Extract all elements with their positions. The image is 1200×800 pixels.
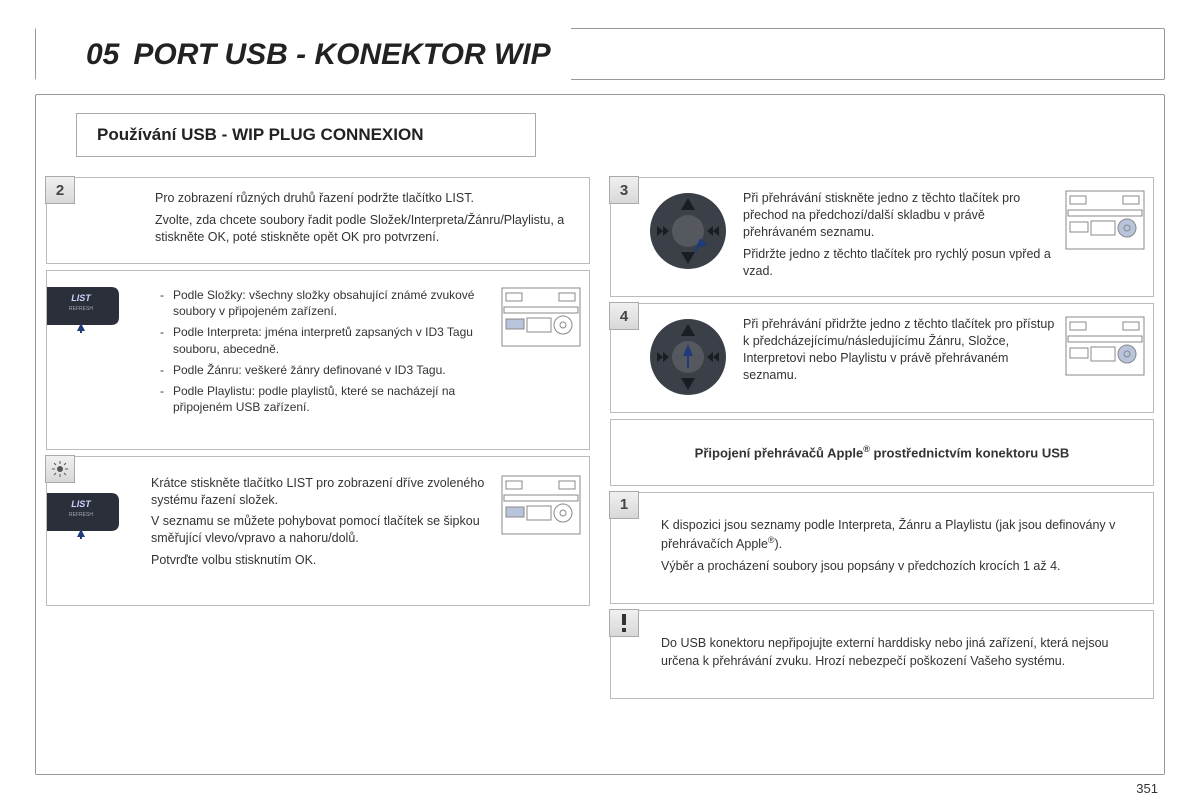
list-button-icon: LIST REFRESH [47,287,119,333]
step3-p2: Přidržte jedno z těchto tlačítek pro ryc… [743,246,1055,280]
step2-p1: Pro zobrazení různých druhů řazení podrž… [155,190,575,207]
svg-text:LIST: LIST [71,499,92,509]
warning-icon [609,609,639,637]
step-badge-1: 1 [609,491,639,519]
svg-text:REFRESH: REFRESH [69,512,93,518]
step1-p2: Výběr a procházení soubory jsou popsány … [661,558,1133,576]
step-badge-2: 2 [45,176,75,204]
tip-icon [45,455,75,483]
subtitle-box: Používání USB - WIP PLUG CONNEXION [76,113,536,157]
step2-p2: Zvolte, zda chcete soubory řadit podle S… [155,212,575,246]
subtitle-text: Používání USB - WIP PLUG CONNEXION [97,125,424,145]
warning-p1: Do USB konektoru nepřipojujte externí ha… [661,635,1133,670]
list-button-icon-2: LIST REFRESH [47,493,119,539]
tip-p1: Krátce stiskněte tlačítko LIST pro zobra… [151,475,493,509]
radio-thumb-icon-2 [501,475,581,535]
dpad-vertical-icon [647,316,729,398]
step-1-block: 1 K dispozici jsou seznamy podle Interpr… [610,492,1154,605]
warning-block: Do USB konektoru nepřipojujte externí ha… [610,610,1154,699]
columns: 2 Pro zobrazení různých druhů řazení pod… [36,177,1164,774]
bullets-block: LIST REFRESH -Podle Složky: všechny slož… [46,270,590,450]
right-column: 3 [600,177,1164,774]
radio-thumb-icon [501,287,581,347]
step1-p1: K dispozici jsou seznamy podle Interpret… [661,517,1133,554]
step-3-block: 3 [610,177,1154,297]
svg-text:REFRESH: REFRESH [69,306,93,312]
step-badge-3: 3 [609,176,639,204]
title-bar: 05 PORT USB - KONEKTOR WIP [35,28,1165,80]
apple-heading: Připojení přehrávačů Apple® prostřednict… [619,432,1145,472]
bullet-4: Podle Playlistu: podle playlistů, které … [173,383,493,417]
step-4-block: 4 [610,303,1154,413]
bullet-2: Podle Interpreta: jména interpretů zapsa… [173,324,493,358]
tip-p2: V seznamu se můžete pohybovat pomocí tla… [151,513,493,547]
page-number: 351 [1136,781,1158,796]
dpad-horizontal-icon [647,190,729,272]
title-tab: 05 PORT USB - KONEKTOR WIP [36,28,571,82]
step-badge-4: 4 [609,302,639,330]
step-2-block: 2 Pro zobrazení různých druhů řazení pod… [46,177,590,264]
bullet-3: Podle Žánru: veškeré žánry definované v … [173,362,446,379]
chapter-title: PORT USB - KONEKTOR WIP [133,38,550,72]
content-frame: Používání USB - WIP PLUG CONNEXION 2 Pro… [35,94,1165,775]
radio-thumb-icon-4 [1065,316,1145,376]
chapter-number: 05 [86,38,119,72]
left-column: 2 Pro zobrazení různých druhů řazení pod… [36,177,600,774]
step4-p1: Při přehrávání přidržte jedno z těchto t… [743,316,1055,384]
apple-heading-block: Připojení přehrávačů Apple® prostřednict… [610,419,1154,485]
tip-block: LIST REFRESH Krátce stiskněte tlačítko L… [46,456,590,606]
svg-text:LIST: LIST [71,293,92,303]
tip-p3: Potvrďte volbu stisknutím OK. [151,552,493,569]
radio-thumb-icon-3 [1065,190,1145,250]
bullet-list: -Podle Složky: všechny složky obsahující… [151,287,493,421]
bullet-1: Podle Složky: všechny složky obsahující … [173,287,493,321]
step3-p1: Při přehrávání stiskněte jedno z těchto … [743,190,1055,241]
